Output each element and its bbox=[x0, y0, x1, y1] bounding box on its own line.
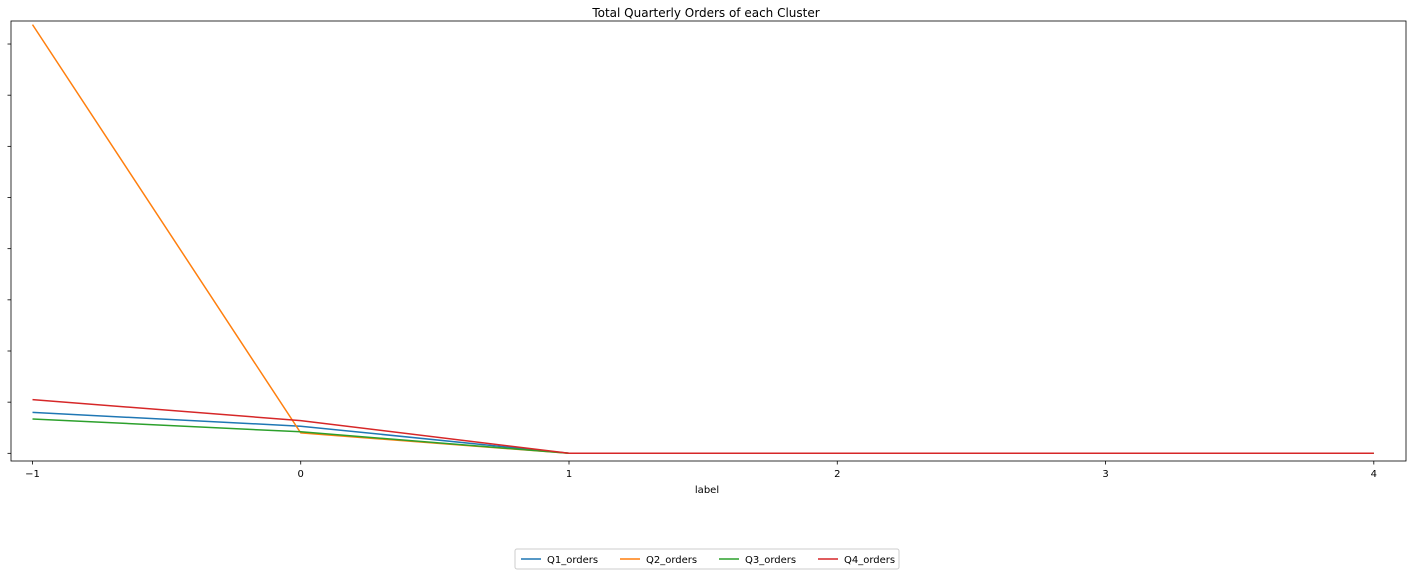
plot-area bbox=[10, 20, 1407, 462]
x-axis-ticks: −1 0 1 2 3 4 bbox=[25, 461, 1377, 480]
legend-box bbox=[514, 548, 900, 570]
x-tick-label-0: −1 bbox=[25, 469, 40, 480]
legend-label-Q3_orders: Q3_orders bbox=[745, 555, 796, 566]
legend: Q1_orders Q2_orders Q3_orders Q4_orders bbox=[514, 548, 900, 570]
x-tick-label-3: 2 bbox=[834, 469, 840, 480]
x-axis-label: label bbox=[695, 485, 719, 496]
y-axis-ticks bbox=[7, 43, 11, 454]
legend-label-Q2_orders: Q2_orders bbox=[646, 555, 697, 566]
legend-label-Q1_orders: Q1_orders bbox=[547, 555, 598, 566]
x-tick-label-2: 1 bbox=[566, 469, 572, 480]
series-lines bbox=[31, 24, 1374, 455]
x-tick-label-4: 3 bbox=[1102, 469, 1108, 480]
legend-label-Q4_orders: Q4_orders bbox=[844, 555, 895, 566]
series-line-Q4_orders bbox=[32, 398, 1374, 455]
chart-title: Total Quarterly Orders of each Cluster bbox=[591, 6, 819, 20]
x-tick-label-1: 0 bbox=[298, 469, 304, 480]
x-tick-label-5: 4 bbox=[1371, 469, 1377, 480]
